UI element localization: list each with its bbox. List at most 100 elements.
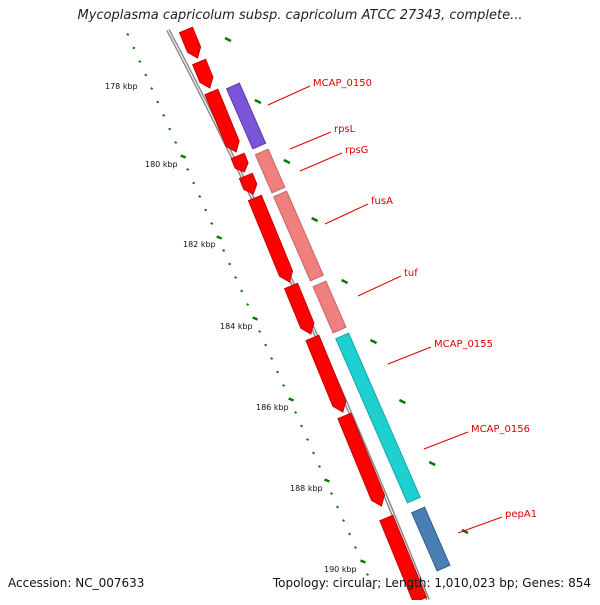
gene-feature[interactable] — [273, 190, 324, 282]
minor-tick — [342, 519, 345, 522]
gene-leader-line — [423, 431, 469, 450]
gene-label[interactable]: fusA — [371, 196, 393, 207]
cds-feature[interactable] — [247, 194, 294, 283]
scale-label: 184 kbp — [220, 322, 253, 331]
gene-feature[interactable] — [312, 280, 347, 334]
gene-label[interactable]: pepA1 — [505, 509, 537, 520]
gene-label[interactable]: MCAP_0150 — [313, 78, 372, 89]
gene-feature[interactable] — [225, 82, 267, 150]
outer-tick — [369, 338, 378, 345]
minor-tick — [192, 181, 196, 185]
gene-leader-line — [267, 85, 311, 106]
minor-tick — [174, 141, 178, 144]
outer-tick — [398, 398, 406, 405]
major-tick — [252, 316, 259, 321]
gene-track — [225, 82, 451, 572]
cds-feature[interactable] — [204, 88, 240, 153]
gene-leader-line — [289, 131, 332, 150]
gene-leader-line — [299, 152, 343, 172]
minor-tick — [270, 357, 274, 360]
outer-tick — [311, 216, 319, 223]
minor-tick — [282, 384, 286, 387]
outer-tick — [428, 460, 436, 467]
minor-tick — [312, 451, 315, 455]
cds-feature[interactable] — [238, 172, 258, 195]
outer-tick — [283, 158, 291, 165]
minor-tick — [150, 87, 154, 90]
gene-label[interactable]: rpsG — [345, 145, 368, 156]
minor-tick — [300, 424, 303, 428]
minor-tick — [330, 492, 333, 495]
gene-label[interactable]: MCAP_0155 — [434, 339, 493, 350]
gene-leader-line — [324, 203, 369, 225]
outer-tick — [224, 36, 232, 43]
cds-feature[interactable] — [337, 412, 386, 507]
scale-ticks — [126, 33, 469, 590]
minor-tick — [162, 114, 166, 117]
scale-label: 180 kbp — [145, 160, 178, 169]
cds-feature[interactable] — [230, 152, 249, 173]
minor-tick — [240, 289, 244, 293]
outer-tick — [254, 98, 262, 105]
major-tick — [180, 154, 187, 159]
minor-tick — [222, 249, 226, 252]
gene-label[interactable]: tuf — [404, 268, 418, 279]
minor-tick — [132, 46, 136, 50]
cds-feature[interactable] — [379, 514, 428, 604]
minor-tick — [138, 60, 142, 63]
gene-leader-line — [357, 275, 402, 297]
minor-tick — [366, 573, 369, 576]
major-tick — [216, 235, 223, 240]
gene-labels: MCAP_0150 rpsL rpsG fusA tuf MCAP_0155 MCAP_01… — [267, 78, 537, 534]
minor-tick — [318, 465, 321, 468]
minor-tick — [348, 532, 351, 536]
minor-tick — [372, 586, 375, 590]
scale-label: 186 kbp — [256, 403, 289, 412]
gene-feature[interactable] — [411, 506, 451, 572]
minor-tick — [336, 505, 339, 509]
major-tick — [324, 478, 330, 483]
cds-feature[interactable] — [305, 334, 347, 413]
scale-label: 182 kbp — [183, 240, 216, 249]
minor-tick — [294, 411, 298, 414]
cds-feature[interactable] — [178, 26, 202, 59]
minor-tick — [234, 276, 238, 279]
minor-tick — [264, 343, 268, 347]
minor-tick — [276, 370, 280, 374]
gene-label[interactable]: rpsL — [334, 124, 356, 135]
summary-text: Topology: circular; Length: 1,010,023 bp… — [272, 576, 591, 590]
minor-tick — [198, 195, 202, 198]
major-tick — [360, 559, 366, 564]
gene-feature[interactable] — [335, 332, 421, 504]
major-tick — [288, 397, 295, 402]
minor-tick — [156, 100, 160, 104]
gene-leader-line — [387, 346, 432, 365]
scale-label: 190 kbp — [324, 565, 357, 574]
outer-tick — [461, 528, 469, 535]
scale-labels: 178 kbp 180 kbp 182 kbp 184 kbp 186 kbp 188 k… — [105, 82, 357, 574]
minor-tick — [354, 546, 357, 549]
minor-tick — [210, 222, 214, 225]
cds-track — [178, 26, 428, 604]
minor-tick — [228, 262, 232, 266]
minor-tick — [246, 303, 250, 306]
cds-feature[interactable] — [283, 282, 315, 335]
map-title: Mycoplasma capricolum subsp. capricolum … — [77, 8, 523, 23]
minor-tick — [126, 33, 130, 36]
minor-tick — [168, 127, 172, 131]
cds-feature[interactable] — [192, 58, 214, 89]
scale-label: 178 kbp — [105, 82, 138, 91]
accession-text: Accession: NC_007633 — [8, 576, 145, 590]
minor-tick — [258, 330, 262, 333]
gene-label[interactable]: MCAP_0156 — [471, 424, 530, 435]
gene-leader-line — [457, 516, 503, 534]
minor-tick — [204, 208, 208, 212]
scale-label: 188 kbp — [290, 484, 323, 493]
minor-tick — [306, 438, 309, 441]
minor-tick — [144, 73, 148, 77]
gene-feature[interactable] — [254, 148, 286, 194]
outer-tick — [341, 278, 349, 285]
minor-tick — [186, 168, 190, 171]
